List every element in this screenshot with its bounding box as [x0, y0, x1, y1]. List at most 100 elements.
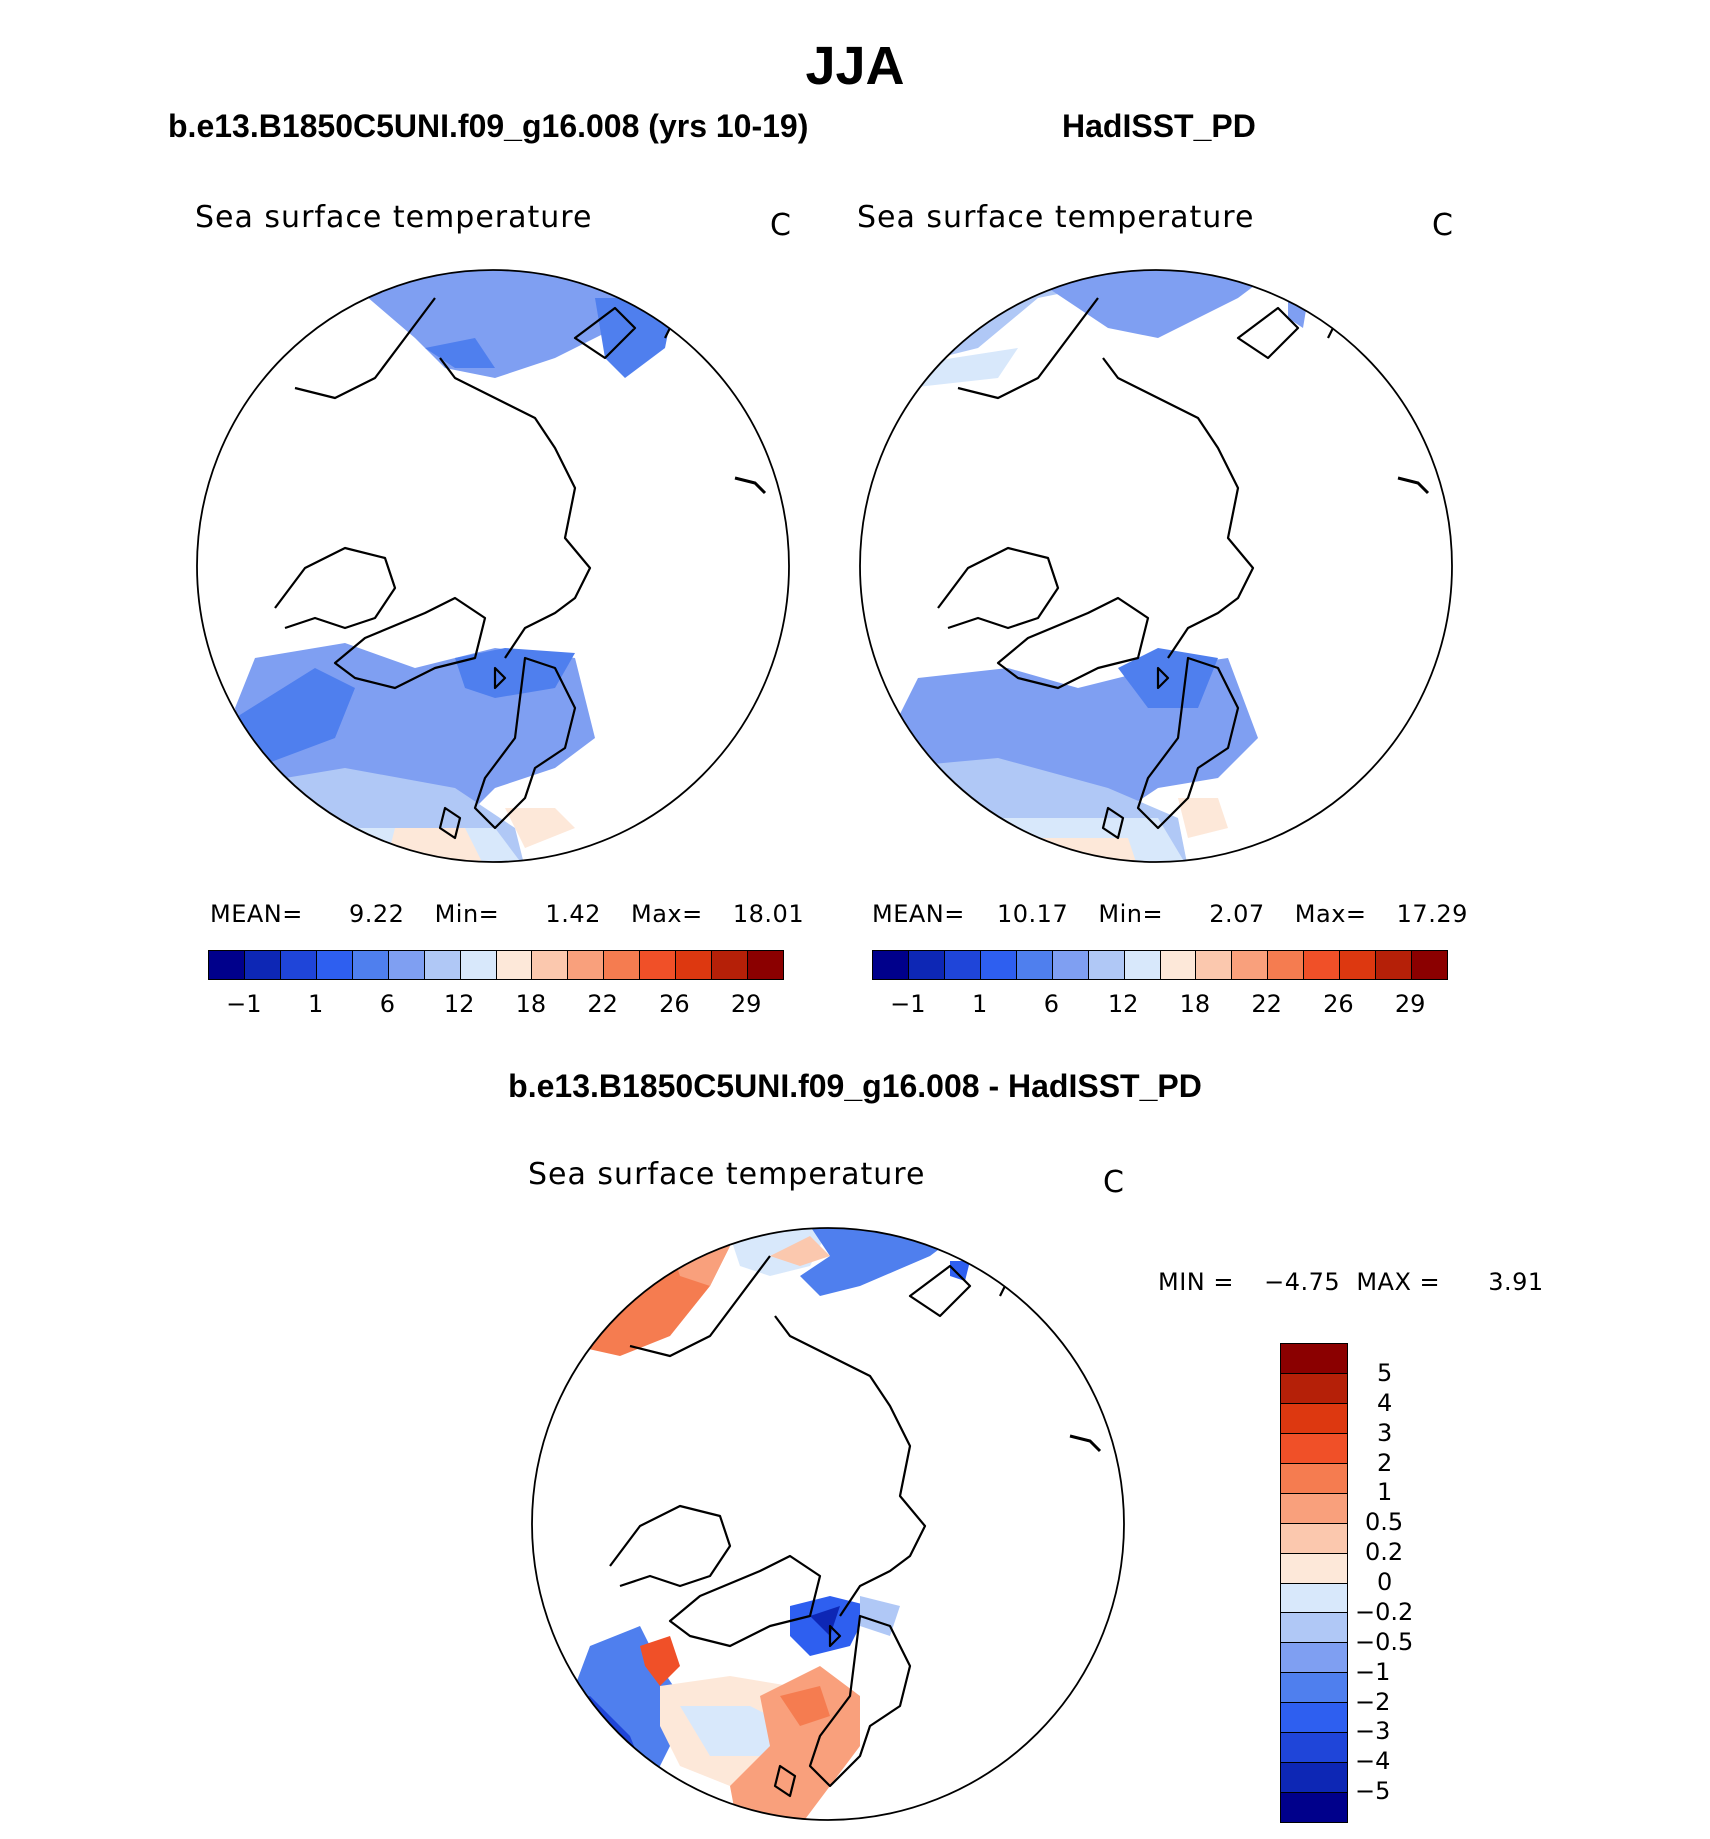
case-colorbar-swatch — [352, 951, 389, 979]
obs-mean-label: MEAN= — [872, 900, 965, 928]
diff-colorbar-swatch — [1281, 1583, 1347, 1614]
diff-colorbar-swatch — [1281, 1763, 1347, 1794]
case-units-label: C — [770, 208, 791, 243]
diff-min-label: MIN = — [1158, 1268, 1234, 1296]
case-colorbar-swatch — [424, 951, 461, 979]
obs-colorbar-swatch — [1268, 951, 1305, 979]
obs-colorbar-swatch — [873, 951, 909, 979]
obs-colorbar-swatch — [1412, 951, 1447, 979]
figure-title: JJA — [805, 36, 905, 96]
obs-colorbar-tick-label: 12 — [1107, 990, 1139, 1018]
case-colorbar-tick-label: 26 — [659, 990, 690, 1018]
case-colorbar-tick-label: 12 — [443, 990, 475, 1018]
case-min-label: Min= — [434, 900, 500, 928]
case-colorbar-swatch — [209, 951, 245, 979]
obs-colorbar-tick-label: −1 — [890, 990, 926, 1018]
case-max-label: Max= — [631, 900, 703, 928]
diff-polar-map — [531, 1227, 1125, 1821]
case-colorbar-swatch — [640, 951, 677, 979]
diff-colorbar-tick-label: 0 — [1377, 1568, 1393, 1596]
obs-units-label: C — [1432, 208, 1453, 243]
case-colorbar-tick-label: 29 — [730, 990, 762, 1018]
case-colorbar-swatch — [604, 951, 641, 979]
case-colorbar-swatch — [388, 951, 425, 979]
obs-colorbar-swatch — [980, 951, 1017, 979]
diff-colorbar-ticks: 5 4 3 2 1 0.5 0.2 0 −0.2 −0.5 −1 −2 −3 −4 −5 — [1355, 1343, 1475, 1821]
diff-colorbar-tick-label: −5 — [1355, 1777, 1391, 1806]
diff-colorbar-swatch — [1281, 1703, 1347, 1734]
diff-colorbar-swatch — [1281, 1493, 1347, 1524]
diff-colorbar-swatch — [1281, 1433, 1347, 1464]
case-colorbar — [208, 950, 784, 980]
diff-max-value: 3.91 — [1488, 1268, 1544, 1296]
obs-colorbar-swatch — [1160, 951, 1197, 979]
diff-colorbar-tick-label: 1 — [1377, 1478, 1393, 1507]
obs-variable-label: Sea surface temperature — [857, 200, 1255, 235]
case-colorbar-swatch — [280, 951, 317, 979]
diff-colorbar-swatch — [1281, 1523, 1347, 1554]
diff-colorbar-tick-label: −3 — [1355, 1717, 1391, 1746]
case-colorbar-swatch — [568, 951, 605, 979]
obs-colorbar-swatch — [1196, 951, 1233, 979]
case-mean-value: 9.22 — [349, 900, 405, 928]
diff-colorbar-swatch — [1281, 1463, 1347, 1494]
obs-colorbar-tick-label: 22 — [1251, 990, 1282, 1018]
diff-colorbar — [1280, 1343, 1348, 1823]
case-colorbar-swatch — [316, 951, 353, 979]
diff-colorbar-swatch — [1281, 1553, 1347, 1584]
obs-colorbar-tick-label: 29 — [1394, 990, 1426, 1018]
diff-colorbar-tick-label: 0.5 — [1365, 1508, 1404, 1537]
diff-colorbar-tick-label: 3 — [1377, 1418, 1393, 1447]
case-stats: MEAN= 9.22 Min= 1.42 Max= 18.01 — [210, 900, 804, 928]
diff-colorbar-tick-label: 4 — [1377, 1388, 1393, 1417]
diff-colorbar-tick-label: 0.2 — [1365, 1538, 1404, 1567]
case-colorbar-swatch — [532, 951, 569, 979]
diff-min-value: −4.75 — [1264, 1268, 1341, 1296]
diff-stats: MIN = −4.75 MAX = 3.91 — [1158, 1268, 1544, 1296]
case-colorbar-swatch — [676, 951, 713, 979]
obs-colorbar-swatch — [1124, 951, 1161, 979]
case-panel-title: b.e13.B1850C5UNI.f09_g16.008 (yrs 10-19) — [168, 108, 809, 144]
diff-panel-title: b.e13.B1850C5UNI.f09_g16.008 - HadISST_P… — [508, 1068, 1202, 1104]
case-colorbar-tick-label: −1 — [226, 990, 262, 1018]
obs-colorbar-swatch — [908, 951, 945, 979]
obs-colorbar-swatch — [1016, 951, 1053, 979]
case-min-value: 1.42 — [545, 900, 601, 928]
obs-colorbar-swatch — [1376, 951, 1413, 979]
diff-colorbar-tick-label: 2 — [1377, 1448, 1393, 1477]
case-colorbar-swatch — [244, 951, 281, 979]
diff-colorbar-tick-label: −0.5 — [1355, 1627, 1414, 1656]
case-colorbar-swatch — [460, 951, 497, 979]
obs-colorbar-tick-label: 26 — [1323, 990, 1354, 1018]
diff-colorbar-swatch — [1281, 1344, 1347, 1374]
obs-colorbar-swatch — [1052, 951, 1089, 979]
diff-colorbar-swatch — [1281, 1643, 1347, 1674]
obs-colorbar-swatch — [944, 951, 981, 979]
diff-colorbar-tick-label: −1 — [1355, 1657, 1391, 1686]
obs-colorbar-swatch — [1340, 951, 1377, 979]
obs-colorbar-ticks: −1 1 6 12 18 22 26 29 — [872, 990, 1446, 1020]
diff-max-label: MAX = — [1356, 1268, 1441, 1296]
diff-colorbar-swatch — [1281, 1373, 1347, 1404]
obs-colorbar-tick-label: 18 — [1179, 990, 1211, 1018]
obs-min-value: 2.07 — [1209, 900, 1265, 928]
case-colorbar-swatch — [496, 951, 533, 979]
obs-max-label: Max= — [1294, 900, 1367, 928]
diff-colorbar-tick-label: −2 — [1355, 1687, 1391, 1716]
case-max-value: 18.01 — [732, 900, 805, 928]
diff-colorbar-swatch — [1281, 1733, 1347, 1764]
diff-units-label: C — [1103, 1165, 1124, 1200]
case-variable-label: Sea surface temperature — [195, 200, 593, 235]
case-colorbar-swatch — [748, 951, 783, 979]
case-colorbar-ticks: −1 1 6 12 18 22 26 29 — [208, 990, 782, 1020]
case-colorbar-tick-label: 22 — [587, 990, 618, 1018]
diff-colorbar-swatch — [1281, 1403, 1347, 1434]
diff-colorbar-tick-label: 5 — [1377, 1358, 1393, 1387]
case-polar-map — [196, 269, 790, 863]
obs-polar-map — [859, 269, 1453, 863]
diff-colorbar-tick-label: −0.2 — [1355, 1597, 1414, 1626]
obs-colorbar-tick-label: 1 — [971, 990, 988, 1018]
obs-colorbar-swatch — [1304, 951, 1341, 979]
diff-colorbar-tick-label: −4 — [1355, 1747, 1391, 1776]
obs-stats: MEAN= 10.17 Min= 2.07 Max= 17.29 — [872, 900, 1468, 928]
